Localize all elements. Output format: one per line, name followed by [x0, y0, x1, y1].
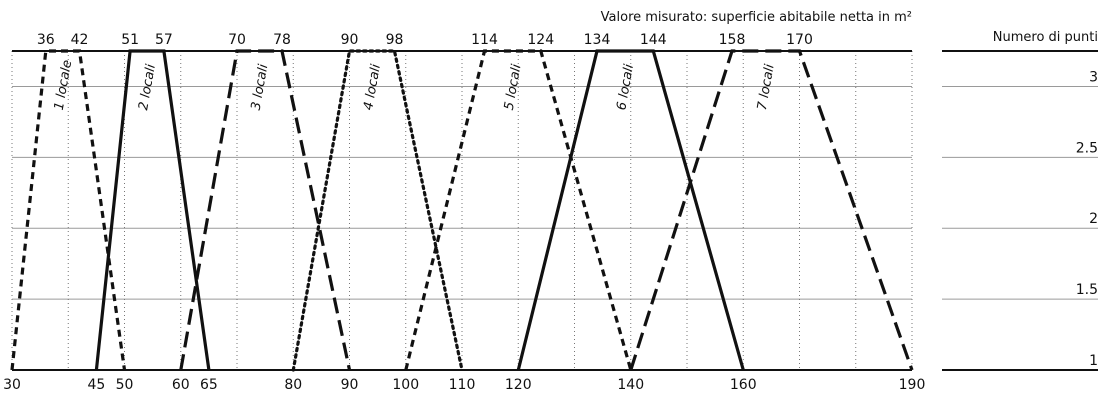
x-tick-label-top: 36 [37, 32, 55, 48]
x-tick-label-top: 57 [155, 32, 173, 48]
x-tick-label-bottom: 90 [341, 377, 359, 393]
series-label-7: 7 locali [755, 63, 778, 112]
x-tick-label-bottom: 100 [392, 377, 419, 393]
y-tick-label: 3 [1089, 69, 1098, 85]
series-label-6: 6 locali [614, 63, 637, 112]
x-tick-label-top: 98 [386, 32, 404, 48]
x-tick-label-top: 90 [341, 32, 359, 48]
series-label-5: 5 locali [502, 63, 525, 112]
x-tick-label-top: 70 [228, 32, 246, 48]
series-line-3 [179, 49, 352, 371]
grid [11, 51, 1098, 370]
x-tick-label-bottom: 160 [730, 377, 757, 393]
x-tick-label-top: 158 [719, 32, 746, 48]
y-tick-label: 2.5 [1076, 140, 1098, 156]
series-label-4: 4 locali [361, 63, 384, 112]
x-tick-label-bottom: 60 [172, 377, 190, 393]
x-tick-label-top: 144 [640, 32, 667, 48]
tick-labels: 3 2.5 2 1.5 1 30 45 50 60 65 80 90 100 110 120 140 160 19… [3, 32, 1098, 393]
series-lines [10, 49, 914, 372]
x-tick-label-top: 78 [273, 32, 291, 48]
x-tick-label-top: 114 [471, 32, 498, 48]
series-line-1 [10, 49, 127, 371]
series-line-4 [291, 49, 464, 372]
series-line-2 [94, 49, 211, 371]
x-tick-label-top: 51 [121, 32, 139, 48]
y-axis-title: Numero di punti [993, 30, 1098, 45]
x-tick-label-bottom: 140 [617, 377, 644, 393]
series-label-1: 1 locale [52, 59, 76, 112]
x-tick-label-bottom: 65 [200, 377, 218, 393]
x-tick-label-bottom: 110 [449, 377, 476, 393]
x-tick-label-bottom: 190 [899, 377, 926, 393]
x-tick-label-top: 42 [71, 32, 89, 48]
series-label-3: 3 locali [249, 63, 272, 112]
x-tick-label-top: 124 [527, 32, 554, 48]
series-label-2: 2 locali [136, 63, 159, 112]
y-tick-label: 1.5 [1076, 282, 1098, 298]
chart-title: Valore misurato: superficie abitabile ne… [601, 10, 912, 25]
x-tick-label-bottom: 30 [3, 377, 21, 393]
x-tick-label-top: 134 [584, 32, 611, 48]
y-tick-label: 1 [1089, 353, 1098, 369]
series-line-6 [516, 49, 745, 371]
x-tick-label-bottom: 50 [116, 377, 134, 393]
y-tick-label: 2 [1089, 211, 1098, 227]
x-tick-label-top: 170 [786, 32, 813, 48]
x-tick-label-bottom: 120 [505, 377, 532, 393]
x-tick-label-bottom: 80 [284, 377, 302, 393]
x-tick-label-bottom: 45 [87, 377, 105, 393]
series-line-7 [629, 49, 914, 371]
